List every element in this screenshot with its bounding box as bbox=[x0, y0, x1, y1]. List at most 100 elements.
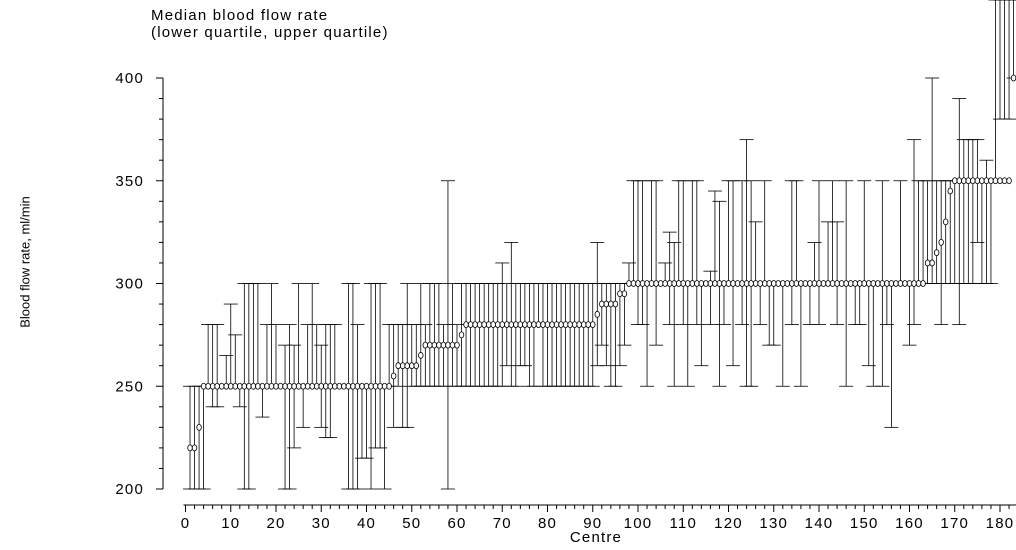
median-point bbox=[594, 310, 600, 318]
y-tick-label: 350 bbox=[115, 173, 144, 190]
median-point bbox=[947, 187, 953, 195]
median-point bbox=[626, 280, 632, 287]
median-point bbox=[748, 280, 754, 287]
median-point bbox=[983, 177, 990, 185]
median-point bbox=[495, 321, 501, 329]
median-point bbox=[784, 280, 791, 287]
y-tick-label: 250 bbox=[115, 378, 144, 395]
median-point bbox=[309, 382, 315, 390]
median-point bbox=[766, 280, 772, 287]
x-tick-label: 110 bbox=[669, 515, 697, 532]
x-tick-label: 170 bbox=[940, 515, 969, 532]
median-point bbox=[734, 280, 741, 287]
median-point bbox=[599, 300, 605, 308]
median-point bbox=[481, 321, 487, 329]
median-point bbox=[893, 280, 899, 287]
median-point bbox=[422, 341, 429, 349]
median-point bbox=[277, 382, 284, 390]
median-point bbox=[323, 382, 329, 390]
median-point bbox=[603, 300, 610, 308]
x-tick-label: 140 bbox=[805, 515, 834, 532]
median-point bbox=[807, 280, 813, 287]
median-point bbox=[630, 280, 637, 287]
median-point bbox=[354, 382, 361, 390]
median-point bbox=[979, 177, 985, 185]
median-point bbox=[716, 280, 723, 287]
median-point bbox=[789, 280, 795, 287]
median-point bbox=[350, 382, 356, 390]
median-point bbox=[870, 280, 876, 287]
median-point bbox=[762, 280, 768, 287]
median-point bbox=[648, 280, 655, 287]
x-tick-label: 180 bbox=[986, 515, 1015, 532]
median-point bbox=[467, 321, 474, 329]
median-point bbox=[956, 177, 962, 185]
median-point bbox=[780, 280, 786, 287]
median-point bbox=[472, 321, 478, 329]
median-point bbox=[657, 280, 664, 287]
median-point bbox=[409, 362, 415, 370]
median-point bbox=[703, 280, 709, 287]
median-point bbox=[535, 321, 542, 329]
median-point bbox=[743, 280, 750, 287]
median-point bbox=[228, 382, 234, 390]
median-point bbox=[304, 382, 311, 390]
x-tick-label: 160 bbox=[895, 515, 924, 532]
median-point bbox=[273, 382, 279, 390]
median-point bbox=[223, 382, 229, 390]
median-point bbox=[218, 382, 225, 390]
median-point bbox=[345, 382, 352, 390]
median-point bbox=[847, 280, 854, 287]
median-point bbox=[508, 321, 514, 329]
median-point bbox=[291, 382, 297, 390]
median-point bbox=[576, 321, 582, 329]
median-point bbox=[232, 382, 238, 390]
median-point bbox=[400, 362, 406, 370]
median-point bbox=[259, 382, 266, 390]
median-point bbox=[666, 280, 673, 287]
median-point bbox=[992, 177, 999, 185]
median-point bbox=[363, 382, 370, 390]
median-point bbox=[875, 280, 881, 287]
median-point bbox=[517, 321, 524, 329]
median-point bbox=[834, 280, 840, 287]
median-point bbox=[549, 321, 555, 329]
median-point bbox=[906, 280, 913, 287]
median-point bbox=[843, 280, 849, 287]
median-point bbox=[440, 341, 447, 349]
whiskers bbox=[183, 0, 1016, 490]
median-point bbox=[314, 382, 320, 390]
median-point bbox=[879, 280, 886, 287]
median-point bbox=[798, 280, 804, 287]
y-tick-label: 400 bbox=[115, 70, 144, 87]
median-point bbox=[341, 382, 347, 390]
median-point bbox=[612, 300, 619, 308]
median-point bbox=[915, 280, 922, 287]
median-point bbox=[644, 280, 650, 287]
median-point bbox=[241, 382, 248, 390]
median-point bbox=[264, 382, 270, 390]
median-point bbox=[861, 280, 867, 287]
median-point bbox=[802, 280, 809, 287]
median-point bbox=[499, 321, 505, 329]
median-point bbox=[553, 321, 560, 329]
x-tick-label: 70 bbox=[493, 515, 512, 532]
median-point bbox=[526, 321, 533, 329]
median-point bbox=[571, 321, 578, 329]
median-point bbox=[336, 382, 343, 390]
x-tick-label: 100 bbox=[624, 515, 653, 532]
median-point bbox=[712, 280, 718, 287]
median-point bbox=[381, 382, 388, 390]
chart-subtitle: (lower quartile, upper quartile) bbox=[151, 24, 389, 41]
median-point bbox=[295, 382, 302, 390]
median-point bbox=[997, 177, 1003, 185]
median-point bbox=[458, 331, 465, 339]
median-point bbox=[933, 249, 940, 257]
median-point bbox=[318, 382, 324, 390]
median-point bbox=[490, 321, 496, 329]
median-point bbox=[209, 382, 216, 390]
median-point bbox=[1006, 177, 1012, 185]
median-point bbox=[621, 290, 628, 298]
median-point bbox=[698, 280, 705, 287]
median-point bbox=[431, 341, 438, 349]
